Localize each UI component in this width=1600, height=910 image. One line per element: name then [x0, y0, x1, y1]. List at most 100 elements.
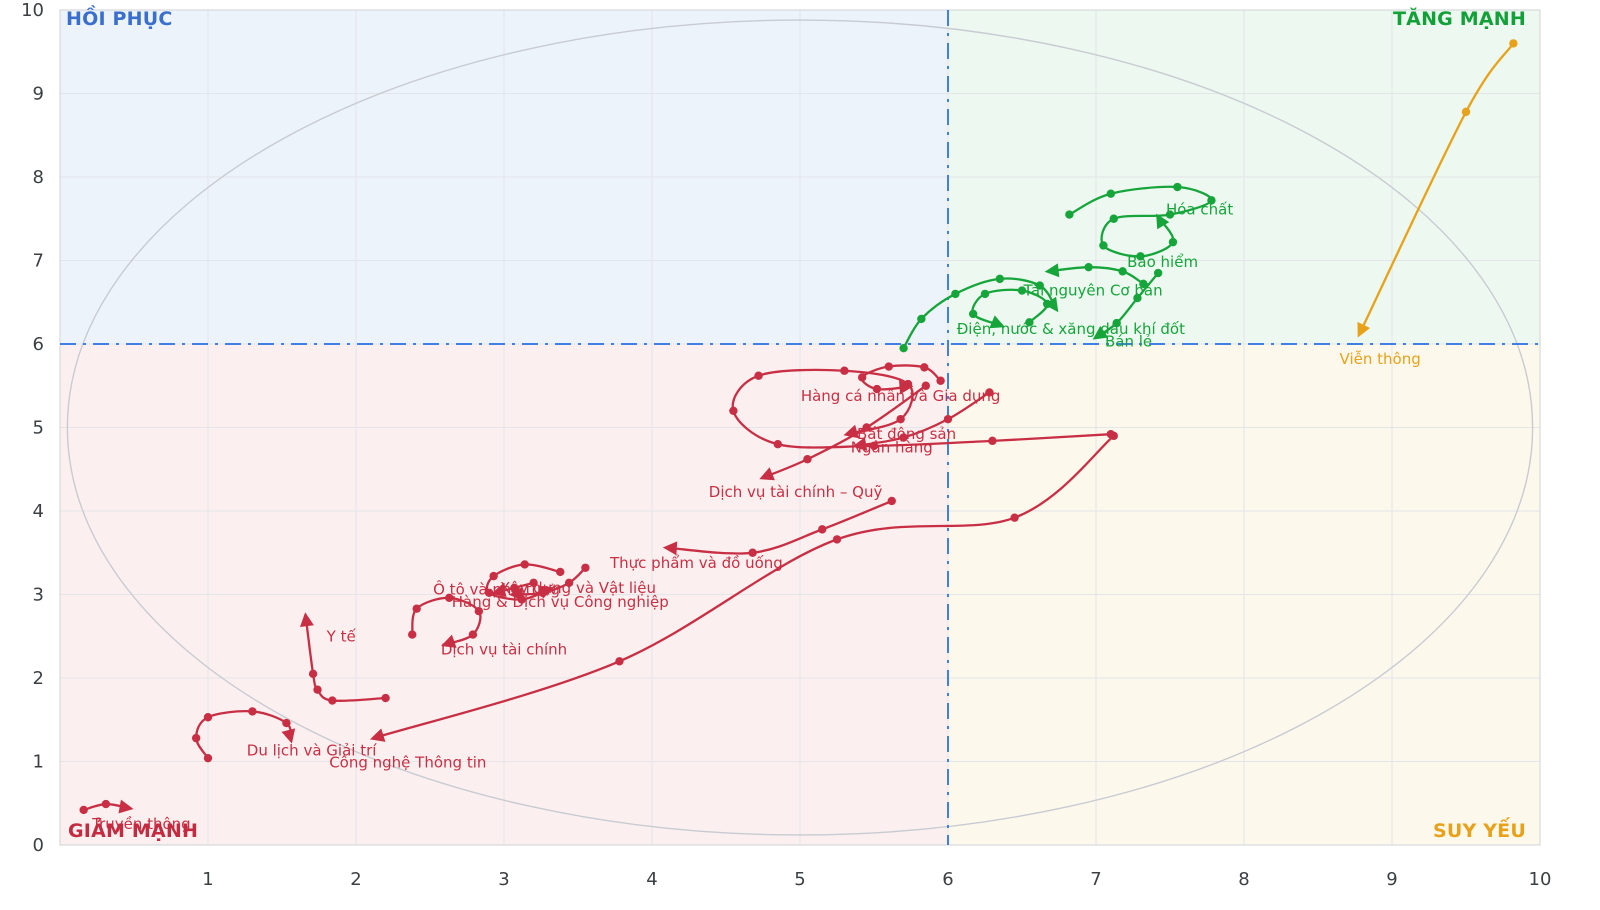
trail-point[interactable]	[884, 362, 893, 371]
trail-point[interactable]	[520, 560, 529, 569]
trail-point[interactable]	[995, 274, 1004, 284]
trail-point[interactable]	[474, 607, 484, 616]
trail-point[interactable]	[313, 685, 322, 694]
trail-point[interactable]	[1035, 281, 1044, 290]
trail-point[interactable]	[282, 718, 291, 728]
series-hang-ca-nhan-gia-dung[interactable]: Hàng cá nhân và Gia dụng	[801, 362, 1001, 405]
trail-point[interactable]	[1133, 293, 1142, 303]
trail-point[interactable]	[328, 696, 337, 705]
trail-point[interactable]	[1207, 196, 1216, 205]
series-vien-thong[interactable]: Viễn thông	[1340, 39, 1518, 368]
trail-point[interactable]	[917, 314, 926, 324]
y-axis-tick: 1	[33, 752, 44, 773]
series-tai-nguyen-co-ban[interactable]: Tài nguyên Cơ bản	[968, 282, 1163, 329]
trail-point[interactable]	[729, 406, 738, 415]
trail-point[interactable]	[1112, 318, 1121, 328]
sector-label-thuc-pham-do-uong: Thực phẩm và đồ uống	[609, 554, 783, 572]
trail-point[interactable]	[1118, 267, 1127, 276]
trail-point[interactable]	[968, 309, 978, 319]
trail-point[interactable]	[985, 388, 994, 397]
series-cong-nghe-thong-tin[interactable]: Công nghệ Thông tin	[329, 431, 1118, 772]
trail-point[interactable]	[896, 414, 905, 424]
trail-point[interactable]	[1099, 241, 1108, 250]
trail-point[interactable]	[773, 440, 782, 449]
series-hang-dich-vu-cong-nghiep[interactable]: Hàng & Dịch vụ Công nghiệp	[452, 563, 669, 611]
trail-point[interactable]	[529, 578, 538, 588]
trail-point[interactable]	[980, 289, 990, 299]
trail-point[interactable]	[951, 289, 960, 299]
series-thuc-pham-do-uong[interactable]: Thực phẩm và đồ uống	[609, 496, 896, 572]
trail-point[interactable]	[468, 630, 478, 639]
trail-point[interactable]	[538, 588, 547, 598]
trail-point[interactable]	[899, 433, 908, 442]
trail-point[interactable]	[489, 571, 498, 581]
trail-point[interactable]	[920, 363, 929, 372]
series-hoa-chat[interactable]: Hóa chất	[1065, 182, 1233, 261]
trail-point[interactable]	[203, 753, 213, 763]
trail-point[interactable]	[1461, 107, 1471, 117]
trail-point[interactable]	[1139, 279, 1148, 289]
trail-point[interactable]	[748, 548, 757, 557]
trail-point[interactable]	[203, 713, 213, 722]
trail-point[interactable]	[581, 563, 590, 572]
trail-point[interactable]	[921, 381, 930, 390]
trail-point[interactable]	[899, 343, 908, 353]
trail-point[interactable]	[308, 669, 318, 679]
trail-point[interactable]	[887, 496, 896, 506]
trail-point[interactable]	[988, 436, 997, 446]
trail-point[interactable]	[1106, 189, 1116, 198]
trail-point[interactable]	[1165, 210, 1175, 219]
trail-point[interactable]	[1025, 318, 1034, 327]
trail-point[interactable]	[1109, 214, 1118, 223]
trail-point[interactable]	[1065, 210, 1074, 219]
trail-point[interactable]	[615, 657, 624, 666]
trail-point[interactable]	[1509, 39, 1518, 48]
trail-point[interactable]	[191, 733, 201, 743]
trail-point[interactable]	[840, 366, 849, 375]
trail-point[interactable]	[1017, 286, 1027, 295]
trail-point[interactable]	[872, 384, 882, 394]
quadrant-label-bottom-right: SUY YẾU	[1432, 820, 1526, 842]
y-axis-tick: 9	[33, 84, 44, 105]
series-dien-nuoc-xang-dau-khi-dot[interactable]: Điện, nước & xăng dầu khí đốt	[899, 274, 1185, 353]
series-du-lich-giai-tri[interactable]: Du lịch và Giải trí	[191, 707, 377, 763]
trail-point[interactable]	[1084, 262, 1093, 272]
series-bao-hiem[interactable]: Bảo hiểm	[1044, 253, 1198, 289]
trail-point[interactable]	[754, 371, 763, 380]
sector-label-tai-nguyen-co-ban: Tài nguyên Cơ bản	[1022, 282, 1162, 300]
trail-point[interactable]	[412, 604, 421, 613]
trail-path	[1044, 263, 1145, 286]
trail-point[interactable]	[79, 805, 88, 815]
trail-point[interactable]	[1136, 252, 1145, 261]
series-y-te[interactable]: Y tế	[300, 612, 390, 705]
trail-point[interactable]	[564, 578, 574, 588]
trail-path	[508, 566, 587, 601]
series-dich-vu-tai-chinh[interactable]: Dịch vụ tài chính	[408, 593, 567, 659]
trail-point[interactable]	[445, 593, 454, 603]
trail-point[interactable]	[936, 376, 945, 385]
trail-point[interactable]	[381, 693, 390, 703]
series-ngan-hang[interactable]: Ngân hàng	[851, 388, 994, 457]
trail-point[interactable]	[862, 423, 871, 432]
sector-label-ngan-hang: Ngân hàng	[851, 439, 933, 457]
trail-point[interactable]	[803, 455, 812, 464]
trail-point[interactable]	[510, 583, 519, 593]
series-dich-vu-tai-chinh-quy[interactable]: Dịch vụ tài chính – Quỹ	[709, 381, 930, 501]
trail-point[interactable]	[1173, 182, 1182, 192]
trail-point[interactable]	[408, 630, 417, 639]
trail-point[interactable]	[1010, 513, 1019, 522]
trail-point[interactable]	[943, 414, 953, 424]
trail-point[interactable]	[1109, 431, 1118, 441]
trail-point[interactable]	[818, 525, 827, 534]
trail-point[interactable]	[857, 373, 867, 382]
trail-point[interactable]	[1168, 237, 1178, 247]
trail-point[interactable]	[1153, 268, 1163, 278]
series-truyen-thong[interactable]: Truyền thông	[79, 799, 191, 833]
series-ban-le[interactable]: Bán lẻ	[1092, 268, 1163, 351]
trail-point[interactable]	[1042, 299, 1052, 309]
trail-point[interactable]	[248, 707, 257, 716]
trail-point[interactable]	[556, 567, 565, 577]
trail-point[interactable]	[832, 535, 842, 544]
series-o-to-phu-tung[interactable]: Ô tô và phụ tùng	[433, 578, 560, 599]
trail-point[interactable]	[101, 799, 111, 809]
